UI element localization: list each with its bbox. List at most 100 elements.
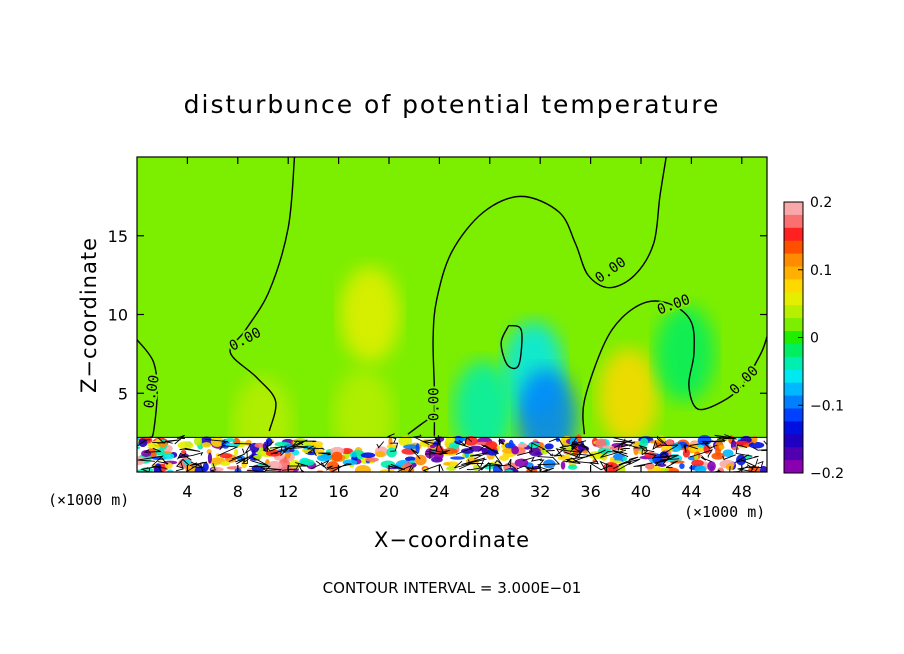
turbulence-contour [179,451,204,459]
turbulence-contour [234,443,252,454]
turbulence-cell [514,458,529,468]
y-axis-ticks: 5 10 15 [108,227,767,403]
turbulence-cell [220,461,231,466]
turbulence-contour [186,462,206,472]
turbulence-cell [326,461,340,472]
turbulence-cell [609,456,615,464]
turbulence-contour [516,465,540,470]
turbulence-cell [415,443,420,454]
turbulence-contour [717,437,734,442]
turbulence-cell [202,462,209,472]
colorbar-swatch [784,318,803,332]
turbulence-cell [181,450,187,454]
turbulence-contour [574,453,600,465]
x-tick-label: 16 [328,482,348,501]
turbulence-contour [700,455,712,463]
turbulence-cell [341,447,353,455]
turbulence-contour [571,443,593,457]
x-tick-label: 32 [530,482,550,501]
turbulence-contour [458,436,472,446]
turbulence-cell [207,452,212,464]
turbulence-cell [622,456,628,462]
turbulence-cell [435,445,444,456]
x-tick-label: 24 [429,482,449,501]
turbulence-contour [466,463,492,471]
turbulence-cell [360,452,376,458]
turbulence-contour [659,444,679,456]
colorbar-swatch [784,434,803,448]
colorbar-tick-label: 0.1 [810,263,832,279]
x-tick-label: 44 [681,482,701,501]
turbulence-contour [613,437,636,444]
turbulence-cell [498,455,509,461]
turbulence-contour [174,434,185,445]
turbulence-cell [386,447,397,458]
turbulence-contour [544,450,555,457]
colorbar-swatch [784,460,803,474]
turbulence-cell [511,446,519,455]
turbulence-contour [507,458,517,470]
turbulence-contour [410,448,421,460]
turbulence-contour [318,452,331,456]
turbulence-cell [331,451,343,462]
turbulence-contour [175,461,184,472]
colorbar-swatch [784,408,803,422]
turbulence-cell [748,441,765,449]
turbulence-contour [307,449,317,457]
turbulence-contour [140,465,162,472]
turbulence-cell [320,453,334,459]
x-axis-ticks: 4 8 12 16 20 24 28 32 36 40 44 48 [182,157,752,501]
turbulence-cell [734,440,749,445]
anomaly-blob [598,348,659,445]
x-tick-label: 28 [480,482,500,501]
y-tick-label: 15 [108,227,128,246]
contour-label: 0.00 [426,387,442,421]
turbulence-contour [137,455,164,466]
turbulence-contour [205,438,228,445]
turbulence-contour [260,466,282,471]
turbulence-contour [563,457,581,464]
turbulence-cell [404,456,416,462]
turbulence-contour [247,465,272,472]
turbulence-cell [452,437,467,442]
turbulence-cell [682,449,691,458]
turbulence-contour [550,448,565,457]
turbulence-cell [289,459,301,470]
turbulence-cell [154,463,162,472]
turbulence-contour [737,465,759,472]
turbulence-contour [689,449,713,458]
turbulence-cell [429,444,436,449]
turbulence-cell [161,452,175,460]
turbulence-contour [559,445,581,453]
y-tick-label: 10 [108,306,128,325]
contour-line [432,157,667,436]
turbulence-contour [641,449,655,455]
turbulence-contour [665,460,678,468]
x-unit-left: (×1000 m) [48,491,129,509]
turbulence-contour [734,454,759,463]
turbulence-contour [217,445,239,457]
field: 0.000.000.000.000.000.00 [137,157,767,472]
turbulence-contour [735,444,753,457]
turbulence-cell [446,466,457,471]
turbulence-cell [375,451,386,458]
turbulence-contour [752,440,767,451]
turbulence-cell [544,443,554,450]
colorbar-swatch [784,356,803,371]
turbulence-contour [583,449,606,458]
turbulence-contour [470,452,488,460]
turbulence-contour [517,447,533,456]
turbulence-cell [137,446,141,450]
turbulence-contour [654,451,677,459]
turbulence-contour [548,438,564,447]
turbulence-contour [739,458,759,467]
turbulence-cell [722,449,734,457]
turbulence-cell [177,441,194,450]
turbulence-cell [711,452,725,460]
colorbar-tick-label: 0.2 [810,195,832,211]
y-axis-label: Z−coordinate [77,237,101,393]
x-tick-label: 4 [182,482,192,501]
turbulence-contour [454,460,473,470]
turbulence-contour [494,454,503,466]
